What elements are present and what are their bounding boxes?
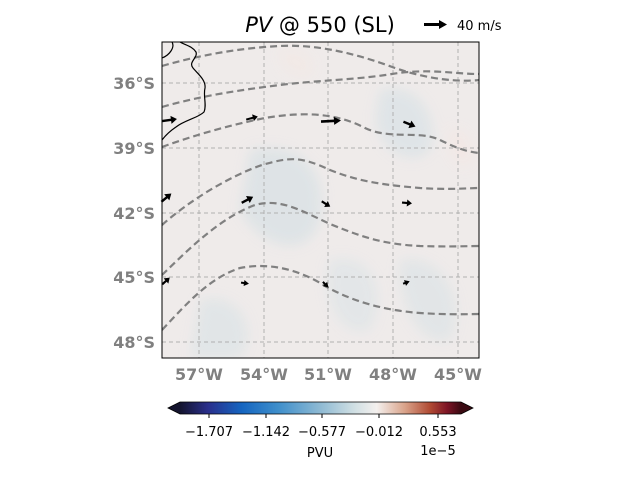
quiver-key-arrow-head — [439, 20, 447, 29]
quiver-key-label: 40 m/s — [457, 19, 502, 34]
wind-arrow — [320, 116, 341, 125]
lon-tick-label: 51°W — [304, 365, 352, 384]
latitude-labels: 36°S 39°S 42°S 45°S 48°S — [113, 74, 155, 352]
map-frame — [161, 41, 480, 359]
colorbar: −1.707 −1.142 −0.577 −0.012 0.553 PVU 1e… — [167, 401, 474, 461]
colorbar-body — [180, 402, 461, 414]
lon-tick-label: 45°W — [434, 365, 482, 384]
colorbar-unit-label: PVU — [307, 446, 333, 461]
wind-arrow — [402, 120, 416, 129]
colorbar-tick-label: −0.012 — [355, 425, 403, 440]
colorbar-extend-high — [461, 402, 473, 414]
wind-arrow — [322, 281, 329, 288]
colorbar-tick-label: −1.142 — [242, 425, 290, 440]
lat-tick-label: 45°S — [113, 268, 155, 287]
lat-tick-label: 48°S — [113, 333, 155, 352]
plot-title: PV @ 550 (SL) — [245, 13, 395, 37]
wind-arrow — [321, 200, 331, 207]
lon-tick-label: 57°W — [175, 365, 223, 384]
wind-arrow — [161, 277, 170, 286]
lat-tick-label: 42°S — [113, 204, 155, 223]
colorbar-tick-label: 0.553 — [419, 425, 456, 440]
colorbar-ticks — [208, 414, 439, 418]
colorbar-tick-label: −1.707 — [185, 425, 233, 440]
wind-arrow — [245, 114, 258, 122]
colorbar-multiplier: 1e−5 — [420, 444, 455, 459]
wind-arrow — [402, 280, 410, 286]
map-gridlines — [162, 42, 479, 358]
colorbar-outline — [167, 401, 474, 415]
wind-arrow — [240, 280, 249, 286]
lon-tick-label: 48°W — [369, 365, 417, 384]
wind-arrow — [241, 195, 254, 204]
lat-tick-label: 36°S — [113, 74, 155, 93]
coastline — [162, 42, 206, 141]
lat-tick-label: 39°S — [113, 139, 155, 158]
wind-arrow — [161, 115, 177, 124]
map-panel — [160, 41, 480, 359]
wind-vectors — [160, 114, 416, 288]
pv-field-shading — [190, 49, 473, 358]
title-level: @ 550 (SL) — [272, 13, 395, 37]
quiver-key: 40 m/s — [424, 19, 502, 34]
lon-tick-label: 54°W — [240, 365, 288, 384]
wind-arrow — [401, 199, 412, 207]
colorbar-tick-label: −0.577 — [298, 425, 346, 440]
colorbar-extend-low — [168, 402, 180, 414]
longitude-labels: 57°W 54°W 51°W 48°W 45°W — [175, 365, 482, 384]
title-variable: PV — [245, 13, 274, 37]
